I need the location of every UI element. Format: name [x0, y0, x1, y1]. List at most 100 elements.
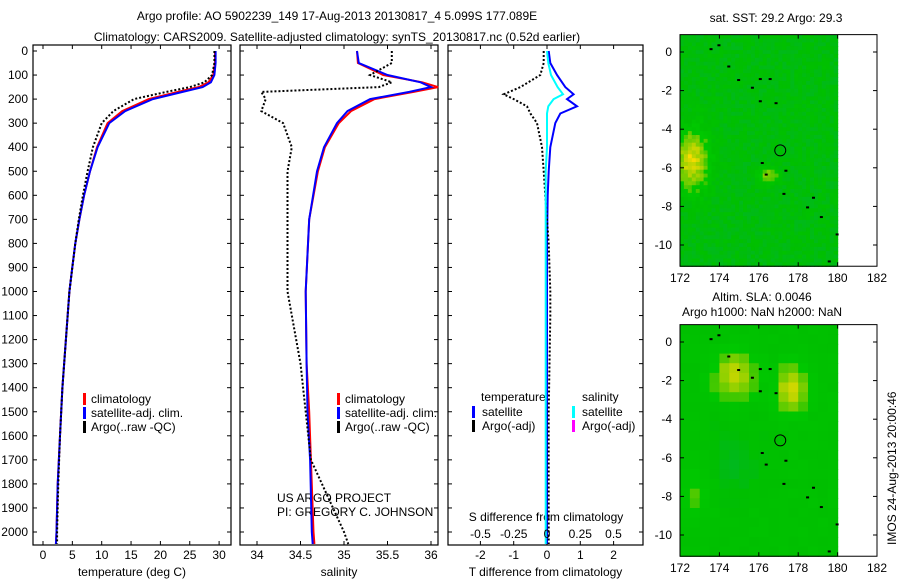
- map-cell: [774, 96, 780, 101]
- map-cell: [749, 392, 760, 403]
- map-cell: [827, 440, 839, 451]
- map-cell: [786, 223, 791, 229]
- map-cell: [687, 185, 693, 190]
- map-cell: [719, 53, 724, 59]
- map-cell: [758, 192, 764, 198]
- map-cell: [719, 165, 724, 171]
- map-cell: [814, 123, 819, 128]
- map-cell: [711, 77, 716, 82]
- map-cell: [699, 108, 705, 113]
- map-cell: [794, 243, 799, 248]
- map-cell: [743, 96, 748, 101]
- x-tick-label: 0: [40, 548, 47, 562]
- map-cell: [798, 216, 803, 221]
- map-cell: [833, 250, 839, 256]
- y-tick-label: 1400: [1, 381, 28, 395]
- map-cell: [814, 104, 819, 109]
- map-cell: [687, 154, 693, 159]
- map-cell: [798, 430, 809, 442]
- map-cell: [810, 111, 815, 117]
- map-cell: [703, 200, 709, 206]
- map-cell: [719, 185, 724, 190]
- map-cell: [829, 104, 835, 109]
- map-cell: [739, 131, 744, 136]
- map-cell: [723, 192, 728, 198]
- map-cell: [758, 150, 764, 155]
- map-cell: [731, 57, 736, 63]
- map-cell: [798, 119, 803, 125]
- map-cell: [707, 246, 713, 252]
- map-cell: [788, 479, 799, 490]
- map-cell: [825, 104, 831, 109]
- map-cell: [833, 111, 839, 117]
- y-tick-label: 1700: [1, 453, 28, 467]
- map-cell: [814, 177, 819, 182]
- map-cell: [778, 450, 789, 461]
- map-cell: [749, 324, 760, 335]
- map-cell: [719, 254, 724, 260]
- map-cell: [825, 227, 831, 233]
- map-cell: [727, 104, 732, 109]
- y-tick-label: 1600: [1, 429, 28, 443]
- sla-map: [679, 324, 878, 557]
- map-cell: [814, 92, 819, 97]
- map-cell: [750, 61, 756, 67]
- map-cell: [794, 162, 799, 167]
- map-cell: [729, 392, 740, 403]
- map-cell: [778, 536, 789, 548]
- map-cell: [782, 131, 787, 136]
- map-cell: [817, 401, 829, 413]
- map-cell: [723, 50, 728, 55]
- map-cell: [691, 250, 697, 256]
- map-cell: [699, 250, 705, 256]
- map-cell: [711, 88, 716, 94]
- map-cell: [754, 131, 760, 136]
- map-cell: [762, 158, 768, 163]
- map-cell: [749, 372, 760, 384]
- map-cell: [680, 61, 685, 67]
- map-cell: [766, 262, 772, 267]
- map-cell: [754, 173, 760, 179]
- map-cell: [802, 262, 807, 267]
- map-cell: [798, 34, 803, 40]
- map-cell: [680, 239, 685, 244]
- map-cell: [778, 169, 783, 175]
- x-tick-label: 178: [788, 271, 808, 285]
- map-cell: [821, 204, 827, 209]
- map-cell: [729, 517, 740, 528]
- map-cell: [709, 517, 720, 528]
- map-cell: [768, 508, 779, 519]
- map-cell: [827, 459, 839, 470]
- map-cell: [798, 165, 803, 171]
- map-cell: [719, 243, 724, 248]
- map-cell: [680, 96, 685, 101]
- map-cell: [709, 334, 720, 345]
- map-cell: [762, 177, 768, 182]
- map-cell: [703, 219, 709, 225]
- map-cell: [817, 223, 823, 229]
- map-cell: [790, 111, 795, 117]
- track-point: [737, 369, 741, 372]
- track-point: [709, 338, 713, 341]
- map-cell: [817, 108, 823, 113]
- map-cell: [711, 104, 716, 109]
- map-cell: [802, 162, 807, 167]
- map-cell: [739, 46, 744, 51]
- map-cell: [794, 165, 799, 171]
- map-cell: [731, 88, 736, 94]
- map-cell: [691, 177, 697, 182]
- map-cell: [817, 34, 823, 40]
- map-cell: [817, 546, 829, 557]
- map-cell: [758, 146, 764, 152]
- map-cell: [762, 219, 768, 225]
- map-cell: [774, 169, 780, 175]
- map-cell: [778, 223, 783, 229]
- map-cell: [711, 42, 716, 47]
- map-cell: [768, 401, 779, 413]
- map-cell: [703, 254, 709, 260]
- map-cell: [758, 34, 764, 40]
- map-cell: [735, 262, 740, 267]
- map-cell: [683, 208, 689, 213]
- map-cell: [829, 223, 835, 229]
- map-cell: [825, 165, 831, 171]
